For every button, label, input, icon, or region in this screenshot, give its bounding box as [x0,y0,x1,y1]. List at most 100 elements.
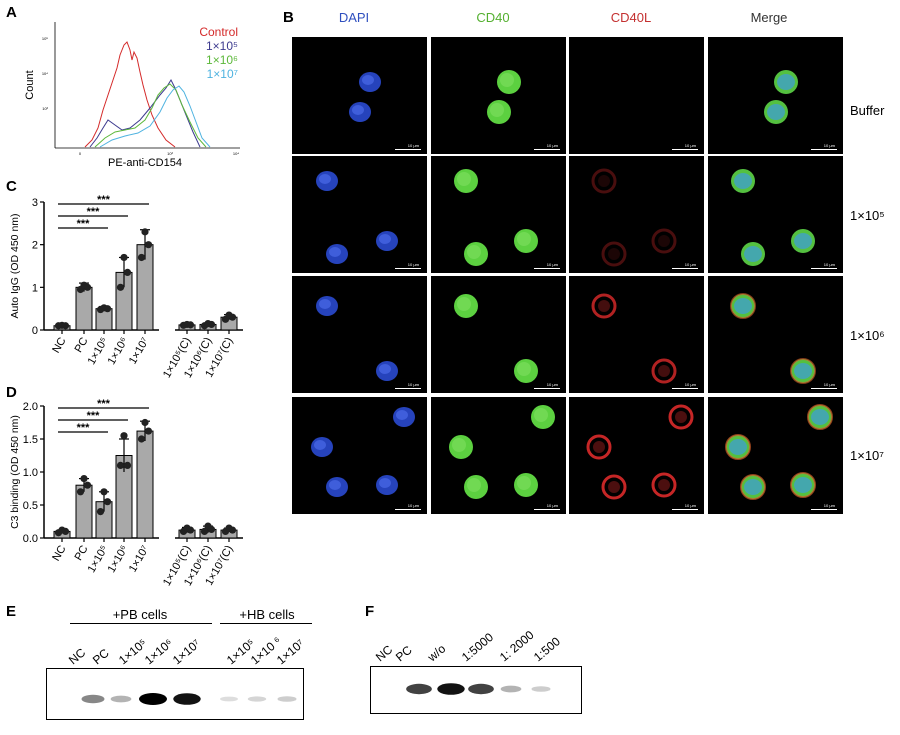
lane-label: 1×10⁶ [142,636,176,667]
tick-x-1: 0 [79,151,82,156]
micrograph-cd40l-row4: 10 μm [569,397,704,514]
category-label: PC [73,543,91,562]
scale-bar [395,388,421,389]
tick-y-1: 10⁵ [42,36,48,41]
scale-bar-label: 10 μm [684,262,696,267]
y-tick-label: 1.5 [23,434,38,446]
row-label-1e5: 1×10⁵ [850,208,885,223]
data-point [83,283,92,291]
histogram-curve-control [84,41,176,148]
panel-a-histogram: 10⁵ 10⁴ 10³ 0 10³ 10⁴ Count PE-anti-CD15… [0,0,260,170]
blot-band [247,696,267,702]
scale-bar-label: 10 μm [546,503,558,508]
data-point [141,418,149,427]
category-label: NC [50,335,68,355]
micrograph-dapi-row2: 10 μm [292,156,427,273]
tick-x-3: 10⁴ [233,151,239,156]
blot-e-group2-line [220,623,312,624]
y-axis-label: C3 binding (OD 450 nm) [9,415,21,529]
data-point [61,527,70,535]
scale-bar [534,509,560,510]
lane-label: 1:5000 [459,630,496,665]
data-point [116,283,125,291]
blot-f-membrane [370,666,582,714]
histogram-curve-1e7 [99,85,211,148]
bar [75,286,93,331]
y-axis-label: Auto IgG (OD 450 nm) [9,213,21,318]
scale-bar [811,268,837,269]
panel-label-f: F [365,603,375,620]
data-point [207,525,216,534]
category-label: 1×10⁷ [127,543,152,574]
data-point [144,241,153,249]
scale-bar-label: 10 μm [546,262,558,267]
data-point [186,321,195,329]
scale-bar [811,509,837,510]
data-point [103,305,112,313]
y-tick-label: 3 [32,197,38,209]
y-tick-label: 2.0 [23,401,38,413]
scale-bar-label: 10 μm [684,143,696,148]
data-point [61,322,70,330]
micrograph-cd40l-row2: 10 μm [569,156,704,273]
micrograph-cd40-row1: 10 μm [431,37,566,154]
blot-band [531,686,551,692]
data-point [228,313,237,321]
micrograph-cd40-row4: 10 μm [431,397,566,514]
lane-label: w/o [424,641,448,665]
blot-band [437,683,465,695]
row-label-buffer: Buffer [850,103,885,118]
scale-bar-label: 10 μm [823,262,835,267]
panel-label-e: E [6,603,17,620]
scale-bar [672,388,698,389]
panel-label-a: A [6,4,17,21]
bar [136,430,154,539]
category-label: 1×10⁶ [106,544,131,575]
blot-e-group2-label: +HB cells [239,607,295,622]
scale-bar [395,509,421,510]
lane-label: PC [90,646,112,668]
scale-bar-label: 10 μm [684,382,696,387]
data-point [207,320,216,329]
lane-label: PC [393,643,415,665]
histogram-curve-1e6 [94,83,207,148]
data-point [83,481,92,489]
data-point [120,432,128,440]
column-header-cd40l: CD40L [610,10,652,25]
y-tick-label: 1.0 [23,467,38,479]
data-point [186,526,195,534]
blot-band [173,693,201,705]
data-point [96,508,105,516]
micrograph-dapi-row4: 10 μm [292,397,427,514]
category-label: NC [50,543,68,563]
category-label: 1×10⁶ [106,336,131,367]
micrograph-merge-row4: 10 μm [708,397,843,514]
column-header-dapi: DAPI [338,10,370,25]
blot-e-group1-line [70,623,212,624]
blot-band [81,694,105,704]
scale-bar [534,149,560,150]
significance-label: *** [77,422,91,434]
micrograph-merge-row1: 10 μm [708,37,843,154]
row-label-1e7: 1×10⁷ [850,448,884,463]
significance-label: *** [77,218,91,230]
micrograph-cd40l-row1: 10 μm [569,37,704,154]
scale-bar [395,149,421,150]
y-tick-label: 0.5 [23,500,38,512]
data-point [228,526,237,534]
scale-bar-label: 10 μm [407,503,419,508]
legend-1e6: 1×10⁶ [206,53,238,67]
panel-label-b: B [283,9,294,26]
scale-bar [672,509,698,510]
micrograph-dapi-row3: 10 μm [292,276,427,393]
blot-band [110,695,132,703]
data-point [144,427,153,435]
y-tick-label: 2 [32,240,38,252]
lane-label: 1×10⁵ [116,636,150,667]
panel-label-c: C [6,178,17,195]
category-label: PC [73,335,91,354]
blot-band [277,696,297,702]
y-tick-label: 1 [32,282,38,294]
blot-band [139,693,167,705]
